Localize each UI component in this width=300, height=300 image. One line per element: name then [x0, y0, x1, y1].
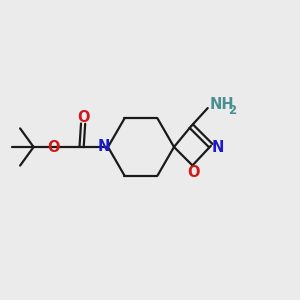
Text: 2: 2	[228, 104, 236, 117]
Text: O: O	[187, 164, 199, 179]
Text: O: O	[48, 140, 60, 155]
Text: NH: NH	[209, 97, 234, 112]
Text: O: O	[77, 110, 89, 124]
Text: N: N	[211, 140, 224, 155]
Text: N: N	[97, 139, 110, 154]
